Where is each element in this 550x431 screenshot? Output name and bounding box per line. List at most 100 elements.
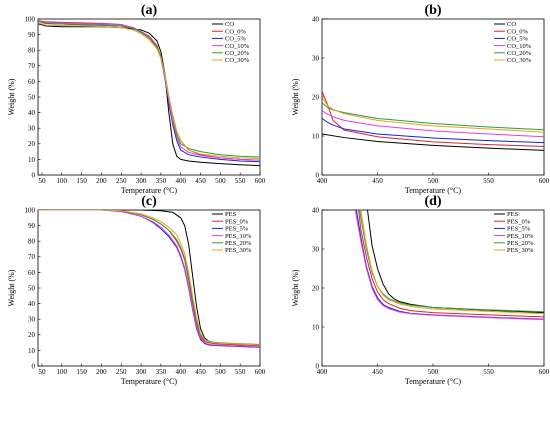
x-tick-label: 100 bbox=[57, 368, 68, 376]
panel-3: (d) 400 450 500 550 600 0 10 20 30 40 Temperature (… bbox=[291, 194, 550, 386]
y-tick-label: 10 bbox=[312, 323, 320, 331]
x-axis-label: Temperature (°C) bbox=[405, 377, 462, 386]
x-tick-label: 450 bbox=[195, 177, 206, 185]
legend-entry: CO_20% bbox=[507, 50, 532, 57]
x-tick-label: 600 bbox=[255, 368, 266, 376]
y-tick-label: 30 bbox=[312, 245, 320, 253]
panel-title: (c) bbox=[141, 194, 157, 209]
series-line-co-20- bbox=[322, 102, 544, 131]
x-tick-label: 100 bbox=[57, 177, 68, 185]
legend-entry: PES_30% bbox=[225, 247, 252, 254]
y-axis-label: Weight (%) bbox=[7, 269, 16, 306]
x-tick-label: 600 bbox=[539, 368, 550, 376]
y-tick-label: 20 bbox=[28, 140, 36, 148]
legend-entry: CO_10% bbox=[507, 43, 532, 50]
y-tick-label: 20 bbox=[312, 93, 320, 101]
legend-entry: CO_20% bbox=[225, 50, 250, 57]
legend-entry: PES_5% bbox=[507, 226, 531, 233]
series-line-co-10- bbox=[322, 110, 544, 138]
y-tick-label: 50 bbox=[28, 284, 36, 292]
y-axis-label: Weight (%) bbox=[7, 78, 16, 115]
y-tick-label: 10 bbox=[28, 156, 36, 164]
x-tick-label: 400 bbox=[317, 368, 328, 376]
legend-entry: CO_30% bbox=[507, 57, 532, 64]
panel-title: (b) bbox=[424, 3, 441, 18]
x-tick-label: 50 bbox=[38, 177, 46, 185]
panel-title: (d) bbox=[424, 194, 441, 209]
x-tick-label: 600 bbox=[255, 177, 266, 185]
y-tick-label: 0 bbox=[32, 171, 36, 179]
series-line-co-5- bbox=[322, 118, 544, 144]
y-tick-label: 100 bbox=[25, 206, 36, 214]
y-tick-label: 30 bbox=[312, 54, 320, 62]
x-tick-label: 550 bbox=[483, 177, 494, 185]
x-tick-label: 550 bbox=[235, 177, 246, 185]
x-tick-label: 450 bbox=[372, 368, 383, 376]
y-tick-label: 60 bbox=[28, 78, 36, 86]
y-tick-label: 80 bbox=[28, 47, 36, 55]
y-axis-label: Weight (%) bbox=[291, 269, 300, 306]
y-tick-label: 20 bbox=[312, 284, 320, 292]
y-tick-label: 70 bbox=[28, 253, 36, 261]
y-tick-label: 100 bbox=[25, 15, 36, 23]
legend-entry: CO_5% bbox=[225, 36, 247, 43]
x-tick-label: 600 bbox=[539, 177, 550, 185]
y-tick-label: 80 bbox=[28, 238, 36, 246]
legend-entry: CO_5% bbox=[507, 36, 529, 43]
y-tick-label: 30 bbox=[28, 125, 36, 133]
y-tick-label: 10 bbox=[312, 132, 320, 140]
y-tick-label: 90 bbox=[28, 31, 36, 39]
x-tick-label: 450 bbox=[195, 368, 206, 376]
y-tick-label: 70 bbox=[28, 62, 36, 70]
y-tick-label: 0 bbox=[316, 362, 320, 370]
y-tick-label: 60 bbox=[28, 269, 36, 277]
x-tick-label: 50 bbox=[38, 368, 46, 376]
series-line-pes-10- bbox=[38, 210, 260, 348]
x-tick-label: 500 bbox=[428, 177, 439, 185]
legend-entry: PES_20% bbox=[225, 240, 252, 247]
x-tick-label: 200 bbox=[96, 177, 107, 185]
x-axis-label: Temperature (°C) bbox=[405, 186, 462, 195]
x-tick-label: 550 bbox=[483, 368, 494, 376]
y-tick-label: 50 bbox=[28, 93, 36, 101]
y-tick-label: 40 bbox=[28, 109, 36, 117]
legend-entry: PES_30% bbox=[507, 247, 534, 254]
series-line-pes-0- bbox=[358, 210, 544, 318]
x-tick-label: 500 bbox=[428, 368, 439, 376]
x-tick-label: 250 bbox=[116, 368, 127, 376]
x-tick-label: 400 bbox=[175, 368, 186, 376]
y-tick-label: 10 bbox=[28, 347, 36, 355]
legend-entry: CO bbox=[507, 21, 516, 28]
x-tick-label: 150 bbox=[76, 368, 87, 376]
x-tick-label: 350 bbox=[156, 368, 167, 376]
x-tick-label: 550 bbox=[235, 368, 246, 376]
y-tick-label: 30 bbox=[28, 316, 36, 324]
x-tick-label: 250 bbox=[116, 177, 127, 185]
y-tick-label: 0 bbox=[316, 171, 320, 179]
series-line-co bbox=[322, 133, 544, 151]
x-tick-label: 500 bbox=[215, 177, 226, 185]
legend-entry: PES_5% bbox=[225, 226, 249, 233]
series-line-co-30- bbox=[322, 96, 544, 133]
series-line-pes-10- bbox=[354, 210, 544, 321]
panel-2: (c) 50 100 150 200 250 300 350 400 450 500 550 600 0 1… bbox=[7, 194, 266, 386]
series-line-co-30- bbox=[38, 22, 260, 160]
y-tick-label: 40 bbox=[28, 300, 36, 308]
legend-entry: CO_0% bbox=[507, 28, 529, 35]
legend-entry: PES_10% bbox=[507, 233, 534, 240]
x-tick-label: 300 bbox=[136, 368, 147, 376]
x-tick-label: 350 bbox=[156, 177, 167, 185]
series-line-pes-20- bbox=[359, 210, 544, 313]
legend-entry: CO_10% bbox=[225, 43, 250, 50]
x-tick-label: 400 bbox=[175, 177, 186, 185]
x-tick-label: 450 bbox=[372, 177, 383, 185]
series-line-pes-30- bbox=[38, 210, 260, 346]
y-axis-label: Weight (%) bbox=[291, 78, 300, 115]
x-tick-label: 500 bbox=[215, 368, 226, 376]
legend-entry: PES bbox=[225, 211, 237, 218]
y-tick-label: 20 bbox=[28, 331, 36, 339]
legend-entry: PES_20% bbox=[507, 240, 534, 247]
legend-entry: CO_30% bbox=[225, 57, 250, 64]
legend-entry: PES_0% bbox=[507, 218, 531, 225]
